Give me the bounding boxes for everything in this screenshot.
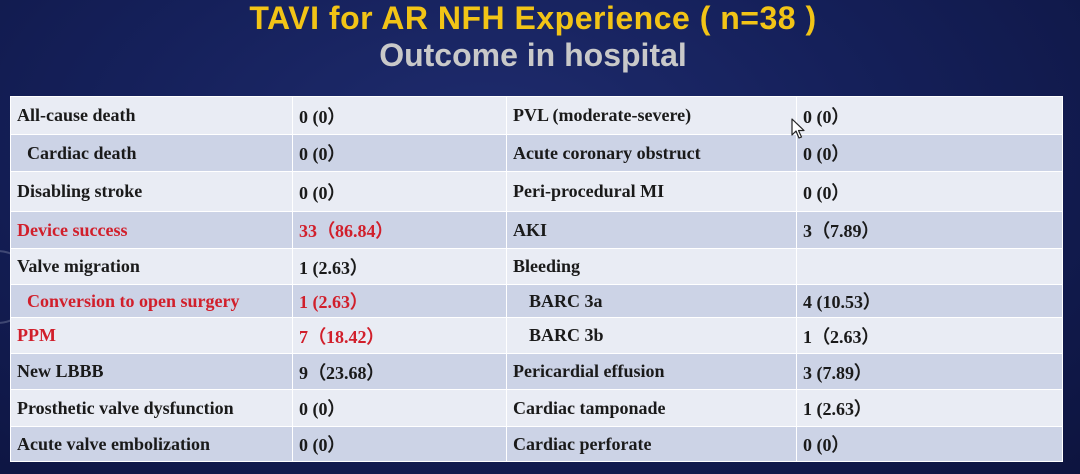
table-row: Prosthetic valve dysfunction 0 (0） Cardi… [10,389,1063,427]
table-row: Acute valve embolization 0 (0） Cardiac p… [10,426,1063,462]
outcome-label: Peri-procedural MI [506,171,797,212]
outcome-label: Pericardial effusion [506,353,797,390]
outcome-value: 0 (0） [796,171,1063,212]
outcome-label: BARC 3b [506,317,797,354]
outcome-label: Acute coronary obstruct [506,134,797,172]
outcome-label: AKI [506,211,797,249]
outcome-value: 0 (0） [796,134,1063,172]
outcome-label: Cardiac tamponade [506,389,797,427]
table-row: Valve migration 1 (2.63） Bleeding [10,248,1063,285]
mouse-cursor-icon [791,118,805,139]
outcome-value: 1 (2.63） [292,284,507,318]
outcome-label: Bleeding [506,248,797,285]
outcome-label: New LBBB [10,353,293,390]
outcome-value: 33（86.84） [292,211,507,249]
outcome-value: 1（2.63） [796,317,1063,354]
outcome-value: 9（23.68） [292,353,507,390]
table-row: PPM 7（18.42） BARC 3b 1（2.63） [10,317,1063,354]
table-row: Cardiac death 0 (0） Acute coronary obstr… [10,134,1063,172]
outcome-value: 3（7.89） [796,211,1063,249]
outcome-value: 0 (0） [292,96,507,135]
outcome-label: Cardiac perforate [506,426,797,462]
table-row: New LBBB 9（23.68） Pericardial effusion 3… [10,353,1063,390]
outcome-label: BARC 3a [506,284,797,318]
table-row: Conversion to open surgery 1 (2.63） BARC… [10,284,1063,318]
outcome-value [796,248,1063,285]
outcome-label: Disabling stroke [10,171,293,212]
slide-subtitle: Outcome in hospital [379,37,687,73]
outcome-value: 3 (7.89） [796,353,1063,390]
outcome-label: Cardiac death [10,134,293,172]
outcome-label: PPM [10,317,293,354]
outcome-value: 7（18.42） [292,317,507,354]
outcome-label: All-cause death [10,96,293,135]
table-row: Disabling stroke 0 (0） Peri-procedural M… [10,171,1063,212]
outcome-label: Acute valve embolization [10,426,293,462]
outcome-value: 0 (0） [292,171,507,212]
table-row: Device success 33（86.84） AKI 3（7.89） [10,211,1063,249]
outcome-value: 0 (0） [796,426,1063,462]
outcome-label: Prosthetic valve dysfunction [10,389,293,427]
outcome-value: 1 (2.63） [796,389,1063,427]
outcome-value: 4 (10.53） [796,284,1063,318]
outcome-label: Device success [10,211,293,249]
outcome-value: 0 (0） [292,134,507,172]
table-row: All-cause death 0 (0） PVL (moderate-seve… [10,96,1063,135]
outcome-value: 1 (2.63） [292,248,507,285]
slide-title: TAVI for AR NFH Experience ( n=38 ) [249,0,817,36]
outcome-value: 0 (0） [796,96,1063,135]
outcome-label: Valve migration [10,248,293,285]
outcome-label: PVL (moderate-severe) [506,96,797,135]
outcome-table: All-cause death 0 (0） PVL (moderate-seve… [10,96,1063,462]
outcome-label: Conversion to open surgery [10,284,293,318]
outcome-value: 0 (0） [292,389,507,427]
outcome-value: 0 (0） [292,426,507,462]
